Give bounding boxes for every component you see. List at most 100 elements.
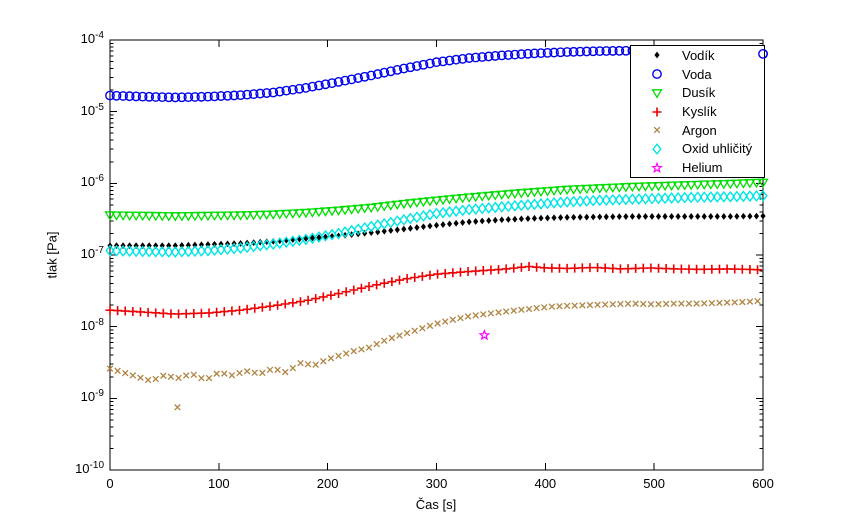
marker-dusik [391, 200, 403, 211]
marker-kyslik [554, 263, 564, 273]
legend-marker-x-icon [653, 126, 661, 134]
marker-oxid-uhlicity [719, 190, 729, 203]
marker-dusik [287, 209, 299, 219]
marker-dusik [665, 181, 678, 191]
marker-voda [255, 88, 266, 99]
series-argon [106, 297, 761, 411]
marker-vodik [753, 212, 760, 220]
legend-label: Kyslík [682, 104, 717, 120]
marker-voda [477, 52, 488, 62]
marker-dusik [319, 207, 332, 217]
marker-voda [111, 90, 122, 101]
marker-voda [425, 58, 435, 69]
marker-vodik [512, 215, 518, 223]
marker-argon [662, 300, 670, 308]
marker-argon [160, 372, 167, 379]
marker-oxid-uhlicity [614, 193, 625, 206]
marker-voda [300, 82, 311, 93]
marker-kyslik [638, 263, 648, 273]
marker-voda [183, 92, 194, 103]
marker-oxid-uhlicity [679, 191, 690, 204]
marker-dusik [509, 189, 521, 199]
marker-dusik [718, 179, 730, 190]
marker-kyslik [196, 308, 206, 318]
marker-vodik [629, 213, 635, 220]
marker-argon [281, 368, 289, 376]
marker-vodik [734, 212, 740, 220]
marker-kyslik [235, 305, 245, 315]
marker-kyslik [501, 264, 511, 274]
x-tick-label: 300 [425, 476, 448, 491]
marker-dusik [692, 180, 704, 191]
marker-vodik [616, 213, 622, 221]
marker-argon [175, 374, 182, 382]
marker-argon [251, 369, 259, 377]
legend-marker-pentagram-icon [650, 161, 664, 173]
marker-dusik [607, 183, 619, 194]
marker-kyslik [288, 298, 298, 308]
marker-argon [320, 358, 327, 365]
marker-voda [235, 90, 246, 101]
marker-vodik [662, 213, 668, 220]
marker-kyslik [516, 262, 526, 272]
series-oxid-uhlicity [105, 189, 768, 258]
marker-oxid-uhlicity [706, 191, 716, 203]
marker-vodik [557, 214, 564, 221]
marker-kyslik [174, 309, 184, 319]
marker-voda [261, 88, 272, 98]
marker-dusik [672, 181, 684, 191]
marker-dusik [372, 202, 384, 213]
marker-kyslik [417, 271, 427, 281]
marker-argon [617, 300, 624, 308]
marker-oxid-uhlicity [222, 243, 233, 256]
marker-voda [542, 47, 553, 58]
marker-dusik [594, 184, 606, 194]
marker-kyslik [128, 306, 138, 316]
y-tick-label: 10-9 [80, 388, 104, 405]
marker-kyslik [577, 263, 587, 273]
marker-oxid-uhlicity [595, 194, 605, 207]
marker-vodik [316, 234, 322, 241]
marker-kyslik [722, 264, 732, 274]
marker-argon [114, 367, 121, 375]
marker-vodik [198, 241, 204, 249]
marker-argon [540, 304, 548, 311]
marker-argon [419, 325, 426, 332]
marker-voda [320, 79, 331, 90]
marker-vodik [205, 241, 211, 248]
marker-argon [632, 300, 639, 307]
marker-dusik [437, 195, 449, 206]
marker-voda [209, 91, 220, 102]
marker-argon [365, 344, 373, 351]
marker-voda [594, 46, 605, 57]
marker-argon [685, 300, 693, 307]
marker-argon [723, 299, 731, 306]
marker-vodik [721, 213, 727, 220]
marker-argon [236, 369, 243, 377]
marker-vodik [544, 214, 551, 222]
legend-marker-plus-icon [652, 107, 662, 117]
marker-voda [536, 48, 546, 59]
marker-vodik [381, 227, 387, 235]
legend-label: Oxid uhličitý [682, 141, 753, 157]
marker-dusik [731, 179, 743, 189]
marker-vodik [499, 216, 505, 224]
marker-argon [274, 366, 281, 374]
marker-oxid-uhlicity [490, 201, 500, 214]
marker-kyslik [699, 264, 709, 274]
marker-kyslik [250, 303, 260, 313]
marker-kyslik [486, 265, 496, 275]
marker-oxid-uhlicity [725, 190, 736, 203]
marker-oxid-uhlicity [555, 196, 566, 209]
marker-vodik [505, 216, 511, 223]
marker-kyslik [143, 307, 153, 317]
legend-marker-helium [650, 161, 664, 173]
legend-entry-oxid-uhlicity: Oxid uhličitý [631, 140, 764, 159]
marker-oxid-uhlicity [124, 245, 135, 258]
legend-entry-helium: Helium [631, 158, 764, 177]
marker-vodik [375, 228, 381, 236]
legend-label: Vodík [682, 47, 715, 63]
marker-argon [388, 334, 396, 342]
marker-dusik [137, 211, 149, 222]
marker-voda [340, 75, 350, 86]
